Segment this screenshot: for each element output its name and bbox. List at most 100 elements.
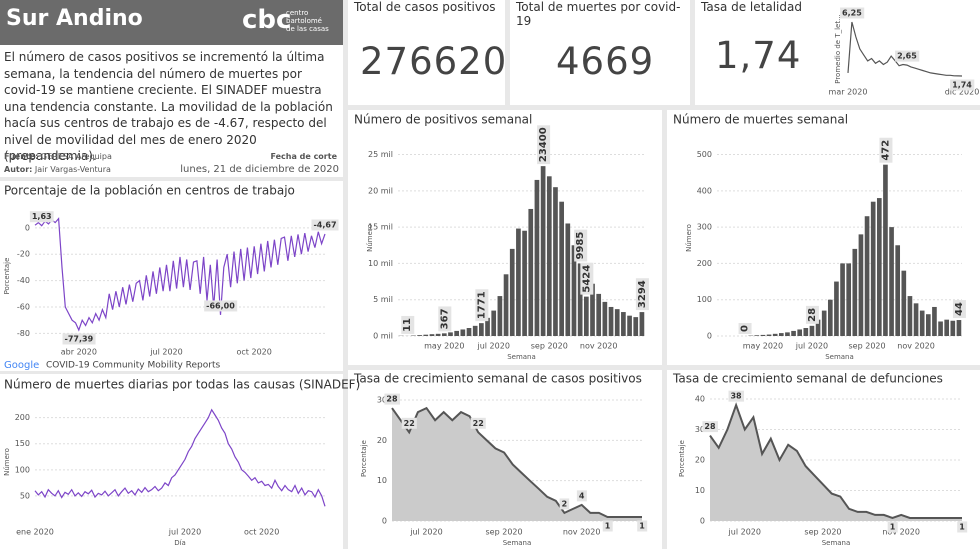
y-tick-label: -20	[17, 250, 30, 259]
bar	[864, 216, 870, 336]
bar	[522, 230, 527, 336]
bar	[614, 309, 620, 336]
kpi-card: Total de muertes por covid-19 4669	[510, 0, 690, 105]
x-tick-label: sep 2020	[849, 342, 886, 351]
y-tick-label: -60	[17, 303, 30, 312]
label-bg	[728, 390, 745, 402]
y-tick-label: 150	[15, 439, 30, 448]
kpi-title: Total de muertes por covid-19	[516, 0, 681, 28]
label-bg	[952, 300, 966, 319]
author: Autor: Jair Vargas-Ventura	[4, 165, 111, 174]
label-bg	[738, 323, 752, 334]
bar	[528, 208, 534, 336]
bar	[821, 310, 827, 336]
data-label: 6,25	[842, 9, 862, 18]
label-bg	[702, 421, 718, 433]
kpi-value: 4669	[556, 40, 655, 83]
line	[391, 406, 642, 518]
y-tick-label: 10	[695, 486, 705, 495]
logo-line: centro	[286, 9, 309, 17]
data-label: 367	[439, 308, 450, 329]
x-axis-label: Semana	[503, 539, 532, 547]
y-tick-label: 30	[695, 425, 705, 434]
chart-title: Tasa de crecimiento semanal de casos pos…	[353, 372, 642, 386]
logo-line: de las casas	[286, 25, 329, 33]
logo-text: centro bartolomé de las casas	[286, 9, 329, 33]
label-bg	[475, 289, 489, 322]
bar	[466, 328, 472, 336]
y-tick-label: 0	[700, 517, 705, 526]
label-bg	[537, 125, 551, 165]
label-bg	[887, 521, 898, 533]
y-tick-label: -40	[17, 276, 30, 285]
bar	[766, 334, 772, 336]
x-axis-label: Semana	[507, 353, 536, 361]
bar	[876, 198, 882, 336]
x-tick-label: abr 2020	[61, 348, 97, 357]
kpi-value: 276620	[360, 40, 508, 83]
x-tick-label: jul 2020	[149, 348, 182, 357]
y-tick-label: 0	[707, 332, 712, 341]
x-tick-label: sep 2020	[804, 528, 841, 537]
label-bg	[574, 229, 588, 262]
bar	[633, 317, 639, 336]
y-tick-label: 15 mil	[368, 223, 393, 232]
bar	[840, 263, 845, 336]
bar	[590, 283, 595, 336]
bar	[785, 332, 790, 336]
bar	[491, 310, 497, 336]
bar	[448, 332, 453, 336]
data-label: 9985	[575, 232, 586, 260]
data-label: -66,00	[206, 301, 235, 310]
data-label: 2,65	[897, 52, 917, 61]
x-tick-label: sep 2020	[531, 342, 568, 351]
data-label: 22	[473, 419, 484, 428]
bar	[901, 270, 907, 336]
source-text: COVID-19 Community Mobility Reports	[46, 361, 220, 371]
label-bg	[311, 219, 339, 231]
kpi-card: Total de casos positivos 276620	[348, 0, 508, 105]
y-axis-label: Promedio de T_let...	[834, 14, 842, 84]
line	[847, 21, 963, 77]
data-label: 1,63	[32, 212, 52, 221]
cutoff-label: Fecha de corte	[270, 152, 337, 161]
y-tick-label: 0 mil	[373, 332, 393, 341]
label-bg	[635, 278, 649, 311]
chart-title: Número de muertes diarias por todas las …	[4, 378, 360, 392]
y-axis-label: Porcentaje	[3, 258, 11, 295]
label-bg	[470, 417, 486, 429]
bar	[827, 299, 833, 336]
line	[34, 217, 326, 332]
bar	[852, 248, 858, 336]
source: Fuente: GERESA Arequipa	[4, 152, 112, 161]
kpi-title: Tasa de letalidad	[701, 0, 802, 14]
label-bg	[384, 393, 400, 405]
label-bg	[62, 333, 96, 345]
label-bg	[950, 79, 975, 91]
kpi-title: Total de casos positivos	[354, 0, 496, 14]
data-label: 0	[740, 325, 751, 332]
bar	[472, 325, 478, 336]
logo: cbc	[242, 5, 292, 35]
label-bg	[438, 306, 452, 332]
data-label: 11	[402, 318, 413, 332]
y-axis-label: Número	[685, 224, 693, 252]
title: Sur Andino	[6, 6, 143, 31]
bar	[925, 314, 931, 336]
y-tick-label: 200	[15, 413, 30, 422]
bar	[454, 330, 460, 336]
y-axis-label: Número	[366, 224, 374, 252]
y-tick-label: 50	[20, 491, 30, 500]
x-axis-label: Semana	[825, 353, 854, 361]
source-logo: Google	[4, 360, 39, 371]
bar	[577, 263, 583, 336]
bar	[546, 176, 552, 336]
y-tick-label: 20	[695, 456, 705, 465]
x-tick-label: oct 2020	[237, 348, 272, 357]
y-tick-label: 0	[25, 223, 30, 232]
y-axis-label: Porcentaje	[678, 440, 686, 477]
data-label: 1771	[476, 291, 487, 319]
x-tick-label: nov 2020	[580, 342, 618, 351]
bar	[938, 321, 943, 336]
